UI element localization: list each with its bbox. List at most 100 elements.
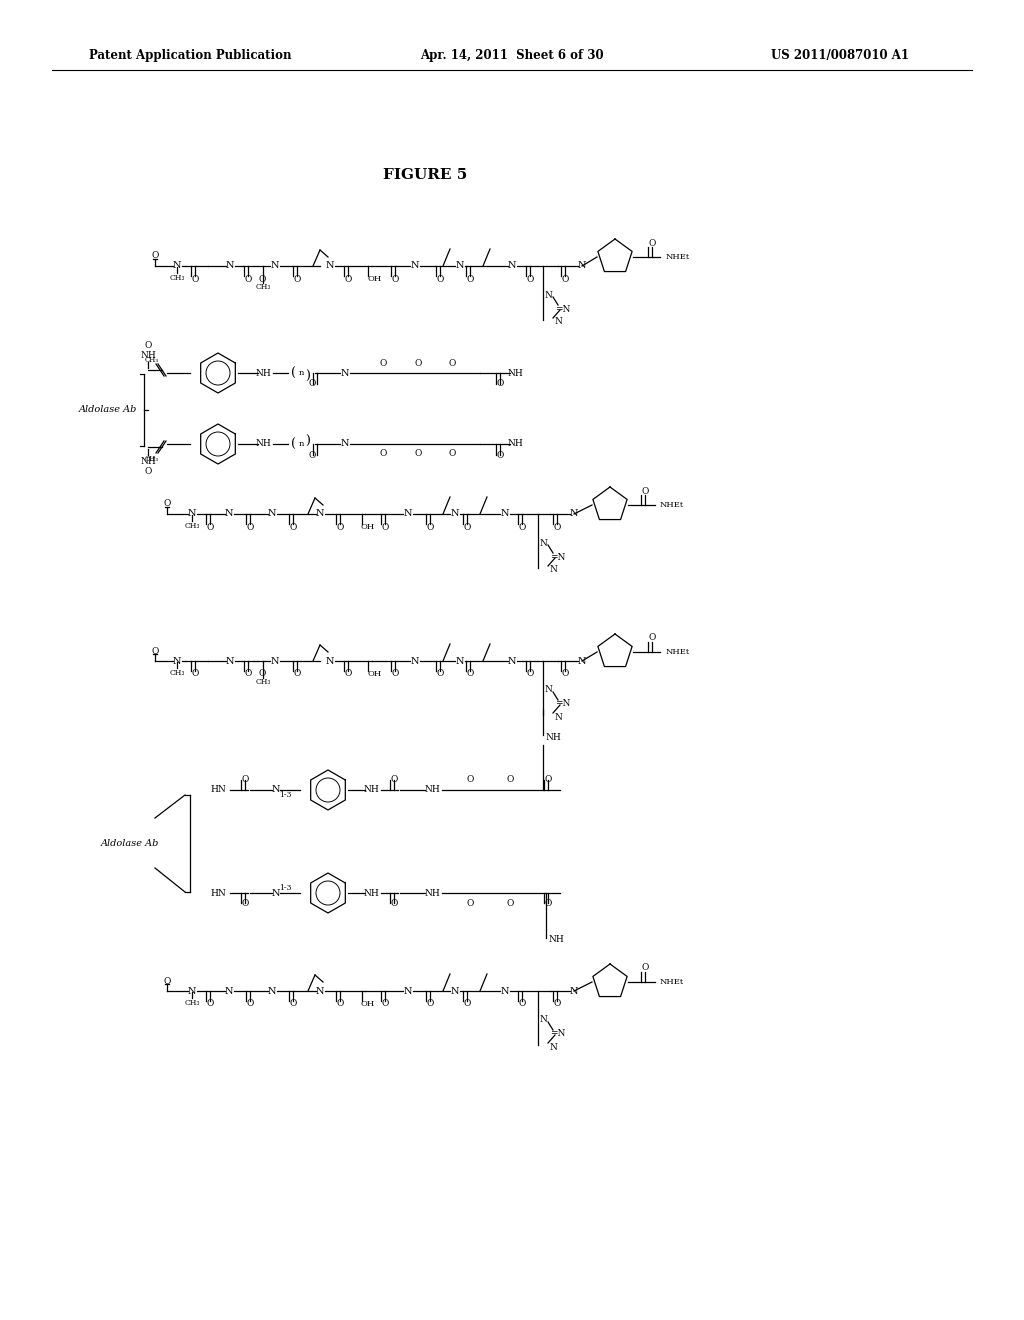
Text: NH: NH [364, 888, 379, 898]
Text: (: ( [291, 437, 296, 450]
Text: ): ) [305, 434, 310, 447]
Text: O: O [436, 669, 443, 678]
Text: O: O [526, 275, 534, 284]
Text: O: O [391, 669, 398, 678]
Text: N: N [456, 261, 464, 271]
Text: O: O [163, 499, 171, 508]
Text: O: O [336, 999, 344, 1008]
Text: N: N [451, 510, 459, 519]
Text: O: O [344, 275, 351, 284]
Text: O: O [518, 523, 525, 532]
Text: O: O [308, 380, 315, 388]
Text: N: N [544, 685, 552, 694]
Text: N: N [173, 656, 181, 665]
Text: O: O [247, 523, 254, 532]
Text: O: O [545, 899, 552, 908]
Text: O: O [449, 359, 456, 367]
Text: N: N [326, 261, 334, 271]
Text: CH₃: CH₃ [184, 999, 200, 1007]
Text: N: N [173, 261, 181, 271]
Text: N: N [569, 510, 579, 519]
Text: O: O [506, 776, 514, 784]
Text: =N: =N [555, 700, 570, 709]
Text: N: N [508, 656, 516, 665]
Text: O: O [553, 523, 561, 532]
Text: =N: =N [555, 305, 570, 314]
Text: NH: NH [140, 457, 156, 466]
Text: N: N [187, 510, 197, 519]
Text: O: O [381, 999, 389, 1008]
Text: CH₃: CH₃ [169, 669, 184, 677]
Text: (: ( [291, 367, 296, 380]
Text: O: O [641, 487, 648, 495]
Text: NHEt: NHEt [659, 978, 684, 986]
Text: N: N [403, 986, 413, 995]
Text: CH₃: CH₃ [184, 521, 200, 531]
Text: NH: NH [255, 368, 271, 378]
Text: NH: NH [364, 785, 379, 795]
Text: O: O [497, 450, 504, 459]
Text: NHEt: NHEt [659, 502, 684, 510]
Text: O: O [290, 999, 297, 1008]
Text: N: N [271, 888, 281, 898]
Text: NH: NH [507, 368, 523, 378]
Text: NH: NH [548, 936, 564, 945]
Text: O: O [497, 380, 504, 388]
Text: O: O [466, 669, 474, 678]
Text: N: N [270, 261, 280, 271]
Text: O: O [206, 523, 214, 532]
Text: N: N [267, 510, 276, 519]
Text: N: N [554, 713, 562, 722]
Text: O: O [561, 275, 568, 284]
Text: NHEt: NHEt [666, 648, 690, 656]
Text: O: O [152, 647, 159, 656]
Text: O: O [391, 275, 398, 284]
Text: N: N [554, 318, 562, 326]
Text: 1-3: 1-3 [279, 791, 291, 799]
Text: N: N [187, 986, 197, 995]
Text: N: N [224, 986, 233, 995]
Text: O: O [247, 999, 254, 1008]
Text: O: O [206, 999, 214, 1008]
Text: O: O [379, 450, 387, 458]
Text: N: N [271, 785, 281, 795]
Text: NHEt: NHEt [666, 253, 690, 261]
Text: O: O [344, 669, 351, 678]
Text: O: O [415, 359, 422, 367]
Text: N: N [549, 1043, 557, 1052]
Text: NH: NH [545, 733, 561, 742]
Text: 1-3: 1-3 [279, 884, 291, 892]
Text: N: N [544, 290, 552, 300]
Text: O: O [449, 450, 456, 458]
Text: O: O [245, 669, 252, 678]
Text: n: n [298, 370, 304, 378]
Text: O: O [466, 899, 474, 908]
Text: O: O [144, 467, 152, 477]
Text: US 2011/0087010 A1: US 2011/0087010 A1 [771, 49, 909, 62]
Text: O: O [308, 450, 315, 459]
Text: N: N [411, 261, 419, 271]
Text: HN: HN [210, 785, 226, 795]
Text: O: O [191, 669, 199, 678]
Text: CH₃: CH₃ [145, 455, 159, 463]
Text: N: N [341, 440, 349, 449]
Text: N: N [224, 510, 233, 519]
Text: =N: =N [550, 553, 565, 561]
Text: OH: OH [368, 275, 382, 282]
Text: Apr. 14, 2011  Sheet 6 of 30: Apr. 14, 2011 Sheet 6 of 30 [420, 49, 604, 62]
Text: O: O [518, 999, 525, 1008]
Text: O: O [293, 669, 301, 678]
Text: Aldolase Ab: Aldolase Ab [100, 838, 159, 847]
Text: NH: NH [424, 785, 440, 795]
Text: O: O [553, 999, 561, 1008]
Text: O: O [381, 523, 389, 532]
Text: N: N [508, 261, 516, 271]
Text: O: O [506, 899, 514, 908]
Text: O: O [466, 275, 474, 284]
Text: N: N [315, 986, 325, 995]
Text: N: N [578, 261, 587, 271]
Text: CH₃: CH₃ [145, 356, 159, 364]
Text: O: O [245, 275, 252, 284]
Text: O: O [641, 964, 648, 973]
Text: N: N [539, 539, 547, 548]
